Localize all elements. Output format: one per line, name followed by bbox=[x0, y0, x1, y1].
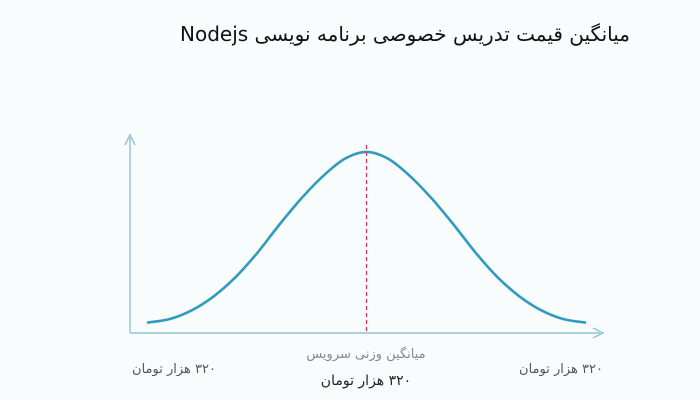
left-bound-label: ۳۲۰ هزار تومان bbox=[132, 362, 216, 377]
bell-curve-line bbox=[146, 150, 587, 324]
y-axis-arrow bbox=[124, 133, 136, 146]
mean-caption: میانگین وزنی سرویس bbox=[306, 346, 425, 362]
x-axis-arrow bbox=[592, 327, 605, 339]
chart-title: میانگین قیمت تدریس خصوصی برنامه نویسی No… bbox=[180, 22, 630, 46]
right-bound-label: ۳۲۰ هزار تومان bbox=[519, 362, 603, 377]
axes bbox=[124, 133, 605, 339]
mean-value: ۳۲۰ هزار تومان bbox=[321, 373, 411, 389]
